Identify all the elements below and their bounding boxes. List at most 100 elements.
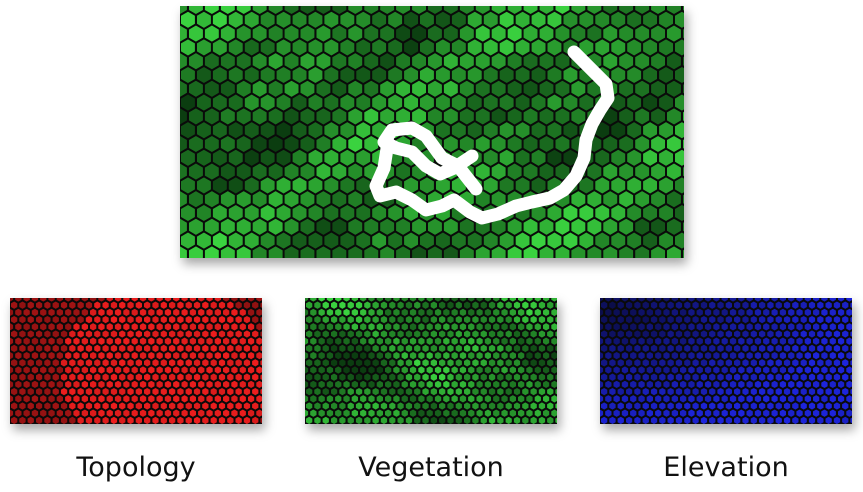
elevation-hex-cell <box>699 314 709 325</box>
vegetation-hex-cell <box>550 322 557 332</box>
combined-hex-cell <box>594 176 611 195</box>
vegetation-hex-cell <box>529 314 538 325</box>
vegetation-hex-cell <box>446 343 455 354</box>
combined-hex-cell <box>419 93 435 112</box>
combined-hex-cell <box>379 79 396 98</box>
topology-hex-cell <box>197 298 206 303</box>
topology-hex-cell <box>247 350 256 361</box>
combined-hex-cell <box>219 79 236 98</box>
elevation-hex-cell <box>812 307 821 318</box>
elevation-hex-cell <box>841 343 850 354</box>
elevation-hex-cell <box>724 300 733 310</box>
topology-hex-cell <box>68 314 77 325</box>
elevation-hex-cell <box>616 415 625 424</box>
topology-hex-cell <box>43 329 52 339</box>
vegetation-hex-cell <box>550 298 557 303</box>
vegetation-hex-cell <box>379 386 389 397</box>
elevation-hex-cell <box>774 358 783 368</box>
combined-hex-cell <box>387 93 404 112</box>
topology-hex-cell <box>76 300 85 310</box>
topology-hex-cell <box>159 415 168 424</box>
combined-hex-cell <box>219 52 236 71</box>
elevation-hex-cell <box>837 379 846 390</box>
elevation-hex-cell <box>645 379 654 390</box>
vegetation-hex-cell <box>404 314 414 325</box>
vegetation-hex-cell <box>487 300 497 310</box>
topology-hex-cell <box>143 401 152 411</box>
vegetation-hex-cell <box>425 336 434 346</box>
topology-hex-cell <box>259 416 262 424</box>
vegetation-hex-cell <box>400 408 409 418</box>
vegetation-hex-cell <box>446 329 455 339</box>
vegetation-hex-cell <box>309 322 318 332</box>
elevation-hex-cell <box>841 386 850 397</box>
vegetation-hex-cell <box>504 314 513 325</box>
combined-hex-cell <box>371 10 388 29</box>
elevation-hex-cell <box>600 401 609 411</box>
vegetation-hex-cell <box>313 314 322 325</box>
topology-hex-cell <box>118 314 127 325</box>
topology-hex-cell <box>180 408 189 418</box>
combined-hex-cell <box>235 162 252 181</box>
topology-hex-cell <box>130 298 139 303</box>
elevation-hex-cell <box>795 350 804 361</box>
vegetation-hex-cell <box>483 322 492 332</box>
vegetation-hex-cell <box>375 322 384 332</box>
vegetation-hex-cell <box>305 422 308 424</box>
elevation-hex-cell <box>674 415 684 424</box>
topology-hex-cell <box>59 358 69 368</box>
elevation-hex-cell <box>666 372 675 382</box>
topology-hex-cell <box>35 372 44 382</box>
vegetation-hex-cell <box>313 343 322 354</box>
vegetation-hex-cell <box>330 386 339 397</box>
vegetation-hex-cell <box>537 386 547 397</box>
vegetation-hex-cell <box>379 415 389 424</box>
elevation-hex-cell <box>649 372 659 382</box>
vegetation-hex-cell <box>475 298 484 303</box>
elevation-hex-cell <box>787 298 796 303</box>
combined-hex-cell <box>658 93 674 112</box>
topology-hex-cell <box>176 314 185 325</box>
vegetation-hex-cell <box>359 322 368 332</box>
combined-hex-cell <box>299 190 316 209</box>
topology-hex-cell <box>22 379 31 390</box>
vegetation-hex-cell <box>512 358 522 368</box>
vegetation-hex-cell <box>408 336 418 346</box>
topology-hex-cell <box>51 415 60 424</box>
elevation-hex-cell <box>662 408 671 418</box>
elevation-hex-cell <box>758 358 767 368</box>
elevation-hex-cell <box>608 401 617 411</box>
elevation-hex-cell <box>674 343 684 354</box>
combined-hex-cell <box>219 217 236 236</box>
elevation-hex-cell <box>787 336 796 346</box>
vegetation-hex-cell <box>463 314 472 325</box>
topology-hex-cell <box>147 336 156 346</box>
topology-hex-cell <box>72 365 81 375</box>
combined-hex-cell <box>251 24 268 43</box>
elevation-hex-cell <box>708 358 717 368</box>
vegetation-hex-cell <box>458 322 468 332</box>
topology-hex-cell <box>22 365 31 375</box>
elevation-hex-cell <box>799 329 808 339</box>
combined-hex-cell <box>514 10 531 29</box>
topology-hex-cell <box>99 422 104 424</box>
vegetation-hex-cell <box>525 322 534 332</box>
elevation-hex-cell <box>841 401 850 411</box>
elevation-hex-cell <box>782 343 792 354</box>
elevation-hex-cell <box>778 350 787 361</box>
topology-hex-cell <box>105 394 114 404</box>
combined-hex-cell <box>562 203 579 223</box>
elevation-hex-cell <box>683 386 692 397</box>
vegetation-hex-cell <box>483 307 492 318</box>
combined-hex-cell <box>530 121 547 140</box>
topology-hex-cell <box>105 336 114 346</box>
elevation-hex-cell <box>689 422 694 424</box>
topology-hex-cell <box>251 358 260 368</box>
elevation-hex-cell <box>758 372 767 382</box>
topology-hex-cell <box>116 422 121 424</box>
elevation-hex-cell <box>687 408 696 418</box>
topology-hex-cell <box>151 314 160 325</box>
topology-hex-cell <box>80 394 89 404</box>
elevation-hex-cell <box>608 329 617 339</box>
topology-hex-cell <box>165 422 171 424</box>
